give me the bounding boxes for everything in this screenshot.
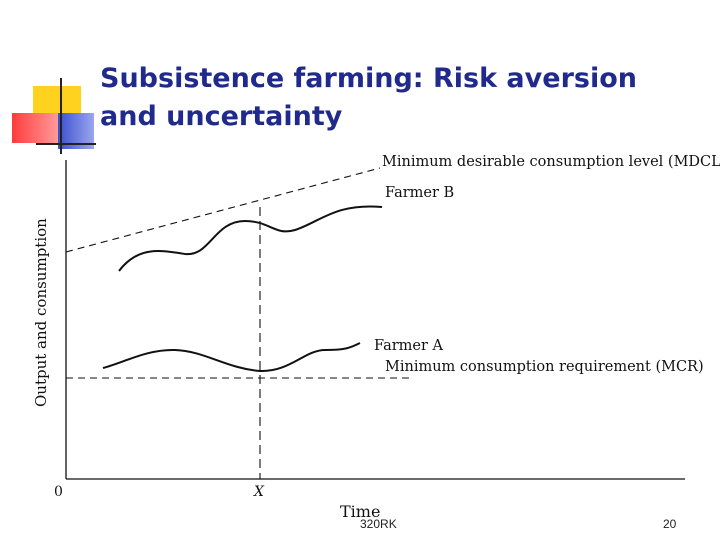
decor-horizontal-line	[36, 143, 96, 145]
page-number: 20	[663, 517, 677, 531]
series-farmer-a-curve	[102, 342, 361, 373]
series-mdcl-line	[65, 167, 381, 253]
decor-red-square	[12, 113, 58, 143]
y-axis-title: Output and consumption	[32, 218, 50, 407]
label-farmer-b: Farmer B	[385, 185, 454, 201]
title-line-2: and uncertainty	[100, 101, 343, 132]
label-farmer-a: Farmer A	[374, 338, 444, 354]
decor-vertical-line	[60, 78, 62, 154]
title-line-1: Subsistence farming: Risk aversion	[100, 63, 637, 94]
x-axis-title: Time	[340, 502, 380, 521]
label-mcr: Minimum consumption requirement (MCR)	[385, 359, 704, 375]
series-farmer-b-curve	[118, 205, 383, 272]
slide-title: Subsistence farming: Risk aversion and u…	[100, 60, 700, 136]
footer-label: 320RK	[360, 517, 397, 531]
tick-label-origin: 0	[54, 484, 63, 500]
label-mdcl: Minimum desirable consumption level (MDC…	[382, 154, 720, 170]
tick-label-x: X	[253, 484, 265, 500]
